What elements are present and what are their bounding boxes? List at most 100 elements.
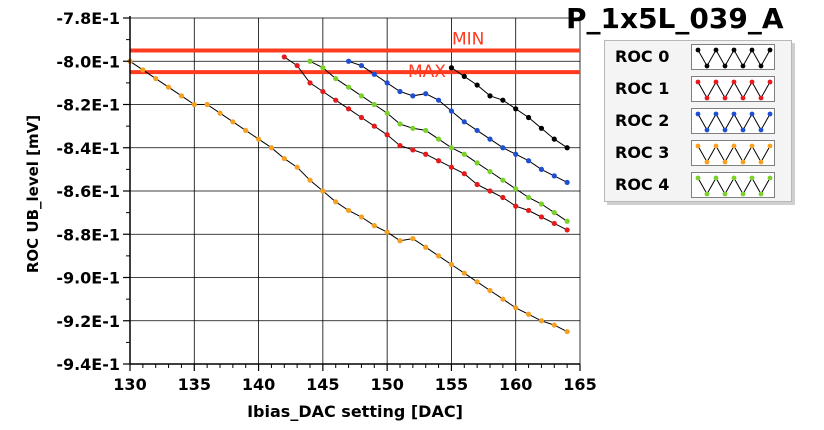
data-point-roc-2	[448, 108, 455, 114]
legend-swatch-point	[767, 111, 773, 117]
legend-swatch	[691, 140, 775, 166]
y-tick-label: -8.8E-1	[56, 225, 120, 244]
data-point-roc-4	[487, 168, 493, 175]
data-point-roc-3	[345, 207, 352, 214]
legend-swatch-line	[697, 112, 771, 132]
data-point-roc-3	[525, 311, 532, 317]
legend-swatch-line	[697, 80, 771, 100]
data-point-roc-4	[333, 75, 339, 82]
legend-swatch-point	[740, 127, 746, 133]
data-point-roc-1	[551, 220, 557, 227]
data-point-roc-0	[564, 145, 570, 151]
y-axis-label: ROC UB_level [mV]	[24, 114, 42, 274]
data-point-roc-1	[320, 88, 326, 95]
legend-swatch-point	[767, 47, 773, 53]
legend-swatch-point	[731, 175, 737, 181]
reference-label-max: MAX	[408, 62, 446, 82]
legend-swatch-point	[758, 127, 764, 133]
data-point-roc-4	[423, 127, 429, 134]
data-point-roc-4	[397, 121, 403, 127]
data-point-roc-4	[513, 186, 519, 192]
data-point-roc-1	[371, 123, 377, 129]
data-point-roc-3	[165, 84, 172, 90]
data-point-roc-4	[384, 110, 390, 116]
legend-swatch	[691, 172, 775, 198]
y-tick-label: -8.6E-1	[56, 182, 120, 201]
legend-swatch-point	[704, 63, 710, 69]
legend-swatch-point	[713, 175, 719, 181]
x-axis-label: Ibias_DAC setting [DAC]	[247, 402, 463, 421]
data-point-roc-4	[551, 210, 557, 216]
data-point-roc-2	[525, 158, 532, 164]
legend-swatch-point	[722, 95, 728, 101]
legend-swatch-point	[749, 175, 755, 181]
legend-swatch-point	[704, 95, 710, 101]
legend-item: ROC 3	[605, 139, 791, 167]
x-tick-label: 135	[178, 375, 211, 394]
legend-swatch-point	[767, 79, 773, 85]
legend-swatch-point	[749, 143, 755, 149]
legend-label: ROC 4	[615, 175, 670, 194]
data-point-roc-1	[384, 132, 390, 138]
data-point-roc-3	[513, 305, 519, 311]
data-point-roc-3	[461, 270, 467, 276]
legend-swatch-point	[695, 143, 701, 149]
data-point-roc-3	[551, 322, 557, 328]
data-point-roc-3	[371, 223, 377, 229]
data-point-roc-3	[230, 119, 236, 125]
data-point-roc-1	[474, 181, 480, 188]
legend-swatch-point	[767, 175, 773, 181]
legend-swatch-point	[758, 191, 764, 197]
data-point-roc-3	[243, 127, 249, 134]
reference-label-min: MIN	[452, 29, 484, 49]
chart-title: P_1x5L_039_A	[566, 2, 784, 35]
data-point-roc-4	[461, 151, 467, 157]
data-point-roc-3	[410, 235, 416, 242]
data-point-roc-2	[461, 119, 467, 125]
legend: ROC 0 ROC 1 ROC 2 ROC 3 ROC 4	[604, 40, 792, 202]
data-point-roc-4	[435, 136, 442, 142]
data-point-roc-3	[500, 296, 506, 302]
data-point-roc-3	[204, 101, 210, 108]
data-point-roc-4	[525, 194, 532, 201]
data-point-roc-2	[371, 71, 377, 77]
y-tick-label: -8.0E-1	[56, 52, 120, 71]
legend-swatch-point	[758, 95, 764, 101]
legend-item: ROC 0	[605, 43, 791, 71]
axes: -7.8E-1 -8.0E-1 -8.2E-1 -8.4E-1 -8.6E-1 -8.8E…	[56, 9, 596, 394]
data-point-roc-3	[435, 253, 442, 259]
data-point-roc-1	[461, 171, 467, 177]
data-point-roc-3	[153, 75, 159, 82]
y-tick-label: -8.2E-1	[56, 96, 120, 115]
data-point-roc-1	[333, 97, 339, 103]
data-point-roc-0	[551, 136, 557, 142]
legend-label: ROC 3	[615, 143, 670, 162]
legend-swatch-point	[740, 95, 746, 101]
data-point-roc-1	[513, 203, 519, 209]
data-point-roc-3	[538, 318, 545, 324]
data-point-roc-0	[513, 106, 519, 112]
data-point-roc-1	[294, 62, 300, 69]
data-point-roc-1	[410, 147, 416, 153]
legend-swatch-point	[695, 47, 701, 53]
legend-swatch-point	[713, 47, 719, 53]
legend-swatch-point	[740, 63, 746, 69]
legend-swatch-point	[713, 143, 719, 149]
legend-swatch-point	[749, 111, 755, 117]
x-tick-label: 160	[499, 375, 532, 394]
data-point-roc-3	[140, 67, 146, 73]
data-point-roc-3	[281, 155, 287, 162]
data-point-roc-4	[358, 93, 365, 99]
data-point-roc-3	[358, 214, 365, 220]
data-point-roc-0	[500, 97, 506, 103]
data-point-roc-3	[564, 328, 570, 335]
reference-lines: MIN MAX	[130, 29, 580, 82]
data-point-roc-0	[474, 82, 480, 88]
legend-item: ROC 4	[605, 171, 791, 199]
data-point-roc-3	[191, 101, 197, 108]
data-point-roc-1	[487, 188, 493, 194]
data-point-roc-2	[474, 127, 480, 134]
data-point-roc-2	[500, 145, 506, 151]
x-tick-label: 130	[113, 375, 146, 394]
